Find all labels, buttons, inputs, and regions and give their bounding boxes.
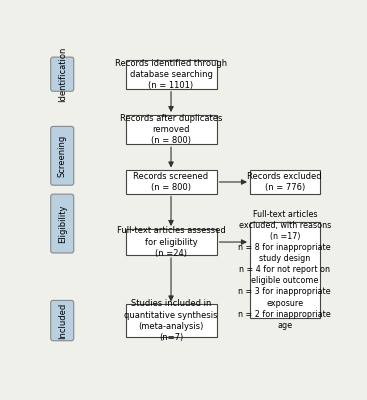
Text: Screening: Screening: [58, 135, 67, 177]
FancyBboxPatch shape: [51, 194, 74, 253]
Text: Records screened
(n = 800): Records screened (n = 800): [134, 172, 208, 192]
FancyBboxPatch shape: [51, 57, 74, 91]
Text: Full-text articles assessed
for eligibility
(n =24): Full-text articles assessed for eligibil…: [117, 226, 225, 258]
Bar: [126, 170, 217, 194]
Text: Eligibility: Eligibility: [58, 204, 67, 243]
Text: Records identified through
database searching
(n = 1101): Records identified through database sear…: [115, 58, 227, 90]
FancyBboxPatch shape: [51, 126, 74, 185]
Bar: [126, 115, 217, 144]
Bar: [250, 222, 320, 318]
Bar: [126, 60, 217, 89]
Bar: [250, 170, 320, 194]
Bar: [126, 304, 217, 337]
Text: Full-text articles
excluded, with reasons
(n =17)
n = 8 for inappropriate
study : Full-text articles excluded, with reason…: [239, 210, 331, 330]
Text: Records after duplicates
removed
(n = 800): Records after duplicates removed (n = 80…: [120, 114, 222, 145]
FancyBboxPatch shape: [51, 300, 74, 341]
Text: Included: Included: [58, 302, 67, 339]
Bar: [126, 229, 217, 255]
Text: Identification: Identification: [58, 46, 67, 102]
Text: Records excluded
(n = 776): Records excluded (n = 776): [247, 172, 322, 192]
Text: Studies included in
quantitative synthesis
(meta-analysis)
(n=7): Studies included in quantitative synthes…: [124, 300, 218, 342]
